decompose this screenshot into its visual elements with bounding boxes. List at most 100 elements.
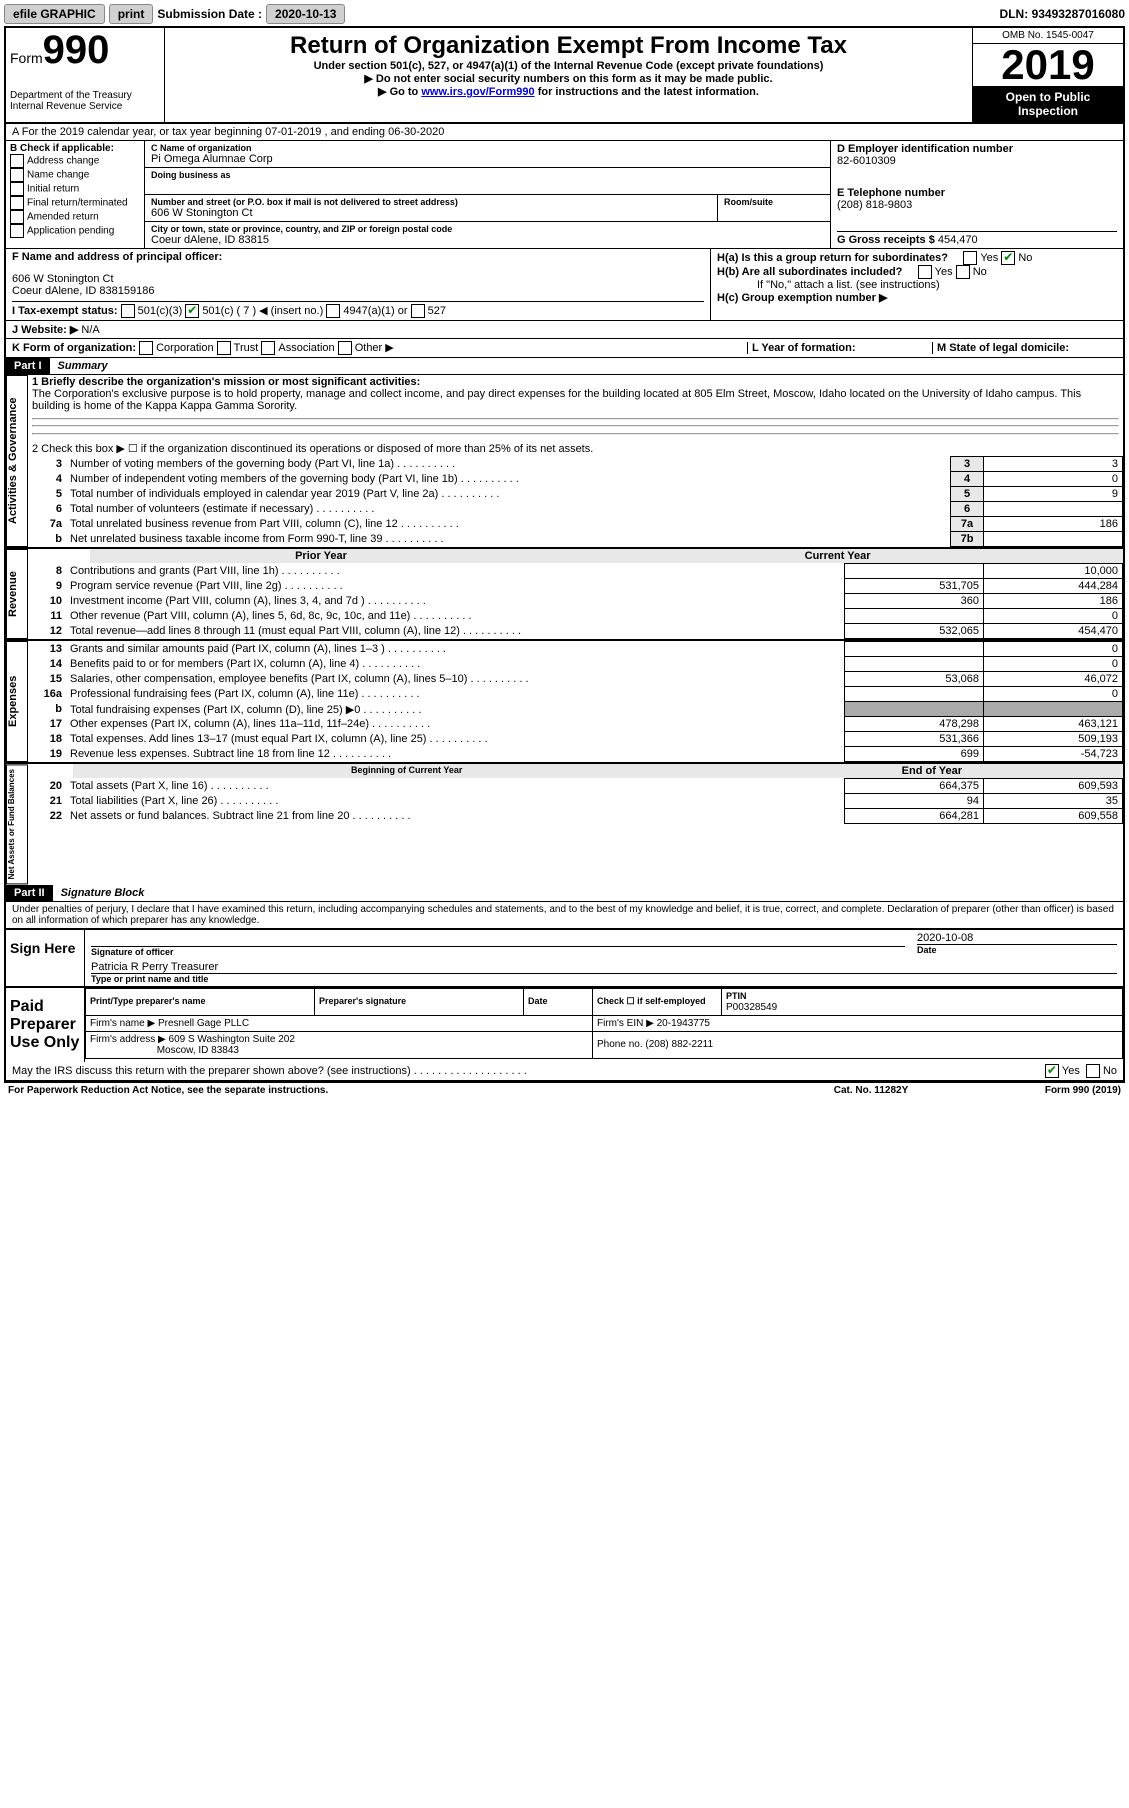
cb-4947[interactable] [326, 304, 340, 318]
cb-ha-no[interactable] [1001, 251, 1015, 265]
col-h: H(a) Is this a group return for subordin… [711, 249, 1123, 320]
summary-row: 14Benefits paid to or for members (Part … [28, 657, 1123, 672]
summary-row: 6Total number of volunteers (estimate if… [28, 502, 1123, 517]
firm-name: Presnell Gage PLLC [158, 1018, 249, 1029]
irs-link[interactable]: www.irs.gov/Form990 [421, 86, 534, 98]
firm-addr2: Moscow, ID 83843 [157, 1045, 239, 1056]
firm-addr1: 609 S Washington Suite 202 [169, 1034, 295, 1045]
summary-row: 21Total liabilities (Part X, line 26)943… [28, 794, 1123, 809]
part1-body: Activities & Governance 1 Briefly descri… [6, 375, 1123, 547]
sign-date: 2020-10-08 [917, 932, 1117, 945]
mission-text: The Corporation's exclusive purpose is t… [32, 388, 1081, 412]
form-header: Form990 Department of the Treasury Inter… [6, 28, 1123, 124]
cb-discuss-no[interactable] [1086, 1064, 1100, 1078]
ein: 82-6010309 [837, 155, 1117, 167]
part2-header: Part II Signature Block [6, 885, 1123, 902]
summary-row: 19Revenue less expenses. Subtract line 1… [28, 747, 1123, 762]
summary-row: bTotal fundraising expenses (Part IX, co… [28, 702, 1123, 717]
cb-ha-yes[interactable] [963, 251, 977, 265]
summary-row: 9Program service revenue (Part VIII, lin… [28, 579, 1123, 594]
officer-addr1: 606 W Stonington Ct [12, 273, 704, 285]
summary-row: 18Total expenses. Add lines 13–17 (must … [28, 732, 1123, 747]
form-container: Form990 Department of the Treasury Inter… [4, 26, 1125, 1083]
col-b: B Check if applicable: Address change Na… [6, 141, 145, 248]
officer-name: Patricia R Perry Treasurer [91, 961, 1117, 974]
part1-header: Part I Summary [6, 358, 1123, 375]
discuss-row: May the IRS discuss this return with the… [6, 1062, 1123, 1081]
summary-row: 3Number of voting members of the governi… [28, 457, 1123, 472]
form-number: Form990 [10, 30, 160, 70]
row-j: J Website: ▶ N/A [6, 321, 1123, 339]
dept-label: Department of the Treasury Internal Reve… [10, 90, 160, 112]
phone: (208) 818-9803 [837, 199, 1117, 211]
side-revenue: Revenue [6, 549, 28, 639]
addr-label: Number and street (or P.O. box if mail i… [151, 197, 711, 207]
cb-amended[interactable]: Amended return [10, 210, 140, 224]
officer-addr2: Coeur dAlene, ID 838159186 [12, 285, 704, 297]
dln: DLN: 93493287016080 [1000, 7, 1125, 21]
col-f: F Name and address of principal officer:… [6, 249, 711, 320]
cb-initial[interactable]: Initial return [10, 182, 140, 196]
top-bar: efile GRAPHIC print Submission Date : 20… [4, 4, 1125, 24]
summary-row: 13Grants and similar amounts paid (Part … [28, 642, 1123, 657]
cb-addr-change[interactable]: Address change [10, 154, 140, 168]
row-a: A For the 2019 calendar year, or tax yea… [6, 124, 1123, 141]
form-title: Return of Organization Exempt From Incom… [169, 32, 968, 60]
org-name: Pi Omega Alumnae Corp [151, 153, 824, 165]
section-fgh: F Name and address of principal officer:… [6, 249, 1123, 321]
print-btn[interactable]: print [109, 4, 154, 24]
room-label: Room/suite [724, 197, 824, 207]
org-name-label: C Name of organization [151, 143, 824, 153]
sign-here-block: Sign Here Signature of officer 2020-10-0… [6, 928, 1123, 986]
cb-name-change[interactable]: Name change [10, 168, 140, 182]
summary-row: 15Salaries, other compensation, employee… [28, 672, 1123, 687]
col-de: D Employer identification number 82-6010… [830, 141, 1123, 248]
phone-label: E Telephone number [837, 187, 1117, 199]
summary-row: 17Other expenses (Part IX, column (A), l… [28, 717, 1123, 732]
summary-row: 4Number of independent voting members of… [28, 472, 1123, 487]
row-klm: K Form of organization: Corporation Trus… [6, 339, 1123, 358]
section-bcd: B Check if applicable: Address change Na… [6, 141, 1123, 249]
cb-final[interactable]: Final return/terminated [10, 196, 140, 210]
cb-assoc[interactable] [261, 341, 275, 355]
city-state-zip: Coeur dAlene, ID 83815 [151, 234, 824, 246]
penalties-text: Under penalties of perjury, I declare th… [6, 902, 1123, 928]
ein-label: D Employer identification number [837, 143, 1117, 155]
subtitle-1: Under section 501(c), 527, or 4947(a)(1)… [169, 60, 968, 72]
subtitle-3: ▶ Go to www.irs.gov/Form990 for instruct… [169, 85, 968, 98]
public-inspection: Open to Public Inspection [973, 86, 1123, 122]
sub-date-label: Submission Date : [157, 7, 262, 21]
cb-501c3[interactable] [121, 304, 135, 318]
summary-row: 12Total revenue—add lines 8 through 11 (… [28, 624, 1123, 639]
cb-501c[interactable] [185, 304, 199, 318]
cb-trust[interactable] [217, 341, 231, 355]
city-label: City or town, state or province, country… [151, 224, 824, 234]
side-expenses: Expenses [6, 641, 28, 762]
page-footer: For Paperwork Reduction Act Notice, see … [4, 1083, 1125, 1098]
street-address: 606 W Stonington Ct [151, 207, 711, 219]
summary-row: 20Total assets (Part X, line 16)664,3756… [28, 779, 1123, 794]
ptin: P00328549 [726, 1002, 777, 1013]
summary-row: bNet unrelated business taxable income f… [28, 532, 1123, 547]
cb-hb-yes[interactable] [918, 265, 932, 279]
gross-receipts-label: G Gross receipts $ [837, 234, 935, 246]
summary-row: 5Total number of individuals employed in… [28, 487, 1123, 502]
summary-row: 10Investment income (Part VIII, column (… [28, 594, 1123, 609]
efile-btn[interactable]: efile GRAPHIC [4, 4, 105, 24]
cb-corp[interactable] [139, 341, 153, 355]
dba-label: Doing business as [151, 170, 824, 180]
side-netassets: Net Assets or Fund Balances [6, 764, 28, 884]
cb-pending[interactable]: Application pending [10, 224, 140, 238]
firm-ein: 20-1943775 [657, 1018, 710, 1029]
cb-other[interactable] [338, 341, 352, 355]
cb-hb-no[interactable] [956, 265, 970, 279]
summary-row: 11Other revenue (Part VIII, column (A), … [28, 609, 1123, 624]
summary-row: 7aTotal unrelated business revenue from … [28, 517, 1123, 532]
cb-527[interactable] [411, 304, 425, 318]
subtitle-2: ▶ Do not enter social security numbers o… [169, 72, 968, 85]
firm-phone: (208) 882-2211 [645, 1039, 713, 1050]
cb-discuss-yes[interactable] [1045, 1064, 1059, 1078]
tax-year: 2019 [973, 44, 1123, 86]
preparer-block: Paid Preparer Use Only Print/Type prepar… [6, 986, 1123, 1062]
sub-date: 2020-10-13 [266, 4, 345, 24]
